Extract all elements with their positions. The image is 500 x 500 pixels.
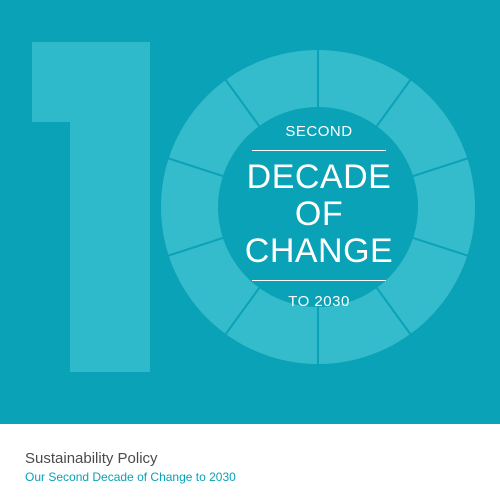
bottom-label: TO 2030	[288, 293, 350, 310]
numeral-one	[32, 42, 150, 372]
ring-divider	[412, 156, 470, 178]
divider-top	[252, 150, 386, 151]
report-title: Sustainability Policy	[25, 450, 158, 467]
decade-graphic	[32, 42, 475, 372]
ring-divider	[375, 77, 413, 127]
center-label: SECOND DECADE OF CHANGE TO 2030	[235, 115, 403, 310]
ring-divider	[412, 236, 470, 258]
footer: Sustainability Policy Our Second Decade …	[0, 424, 500, 500]
ring-divider	[166, 236, 224, 258]
ring-center	[218, 107, 418, 307]
ring-divider	[166, 156, 224, 178]
headline: DECADE OF CHANGE	[235, 159, 403, 270]
divider-bottom	[252, 280, 386, 281]
cover-panel: SECOND DECADE OF CHANGE TO 2030	[0, 0, 500, 424]
ring-divider	[223, 77, 261, 127]
report-subtitle: Our Second Decade of Change to 2030	[25, 470, 236, 484]
headline-line-3: CHANGE	[244, 232, 394, 270]
headline-line-2: OF	[294, 195, 344, 233]
ring-divider	[375, 287, 413, 337]
segmented-ring	[161, 48, 475, 366]
headline-line-1: DECADE	[246, 158, 392, 196]
top-label: SECOND	[285, 123, 353, 140]
ring-divider	[223, 287, 261, 337]
